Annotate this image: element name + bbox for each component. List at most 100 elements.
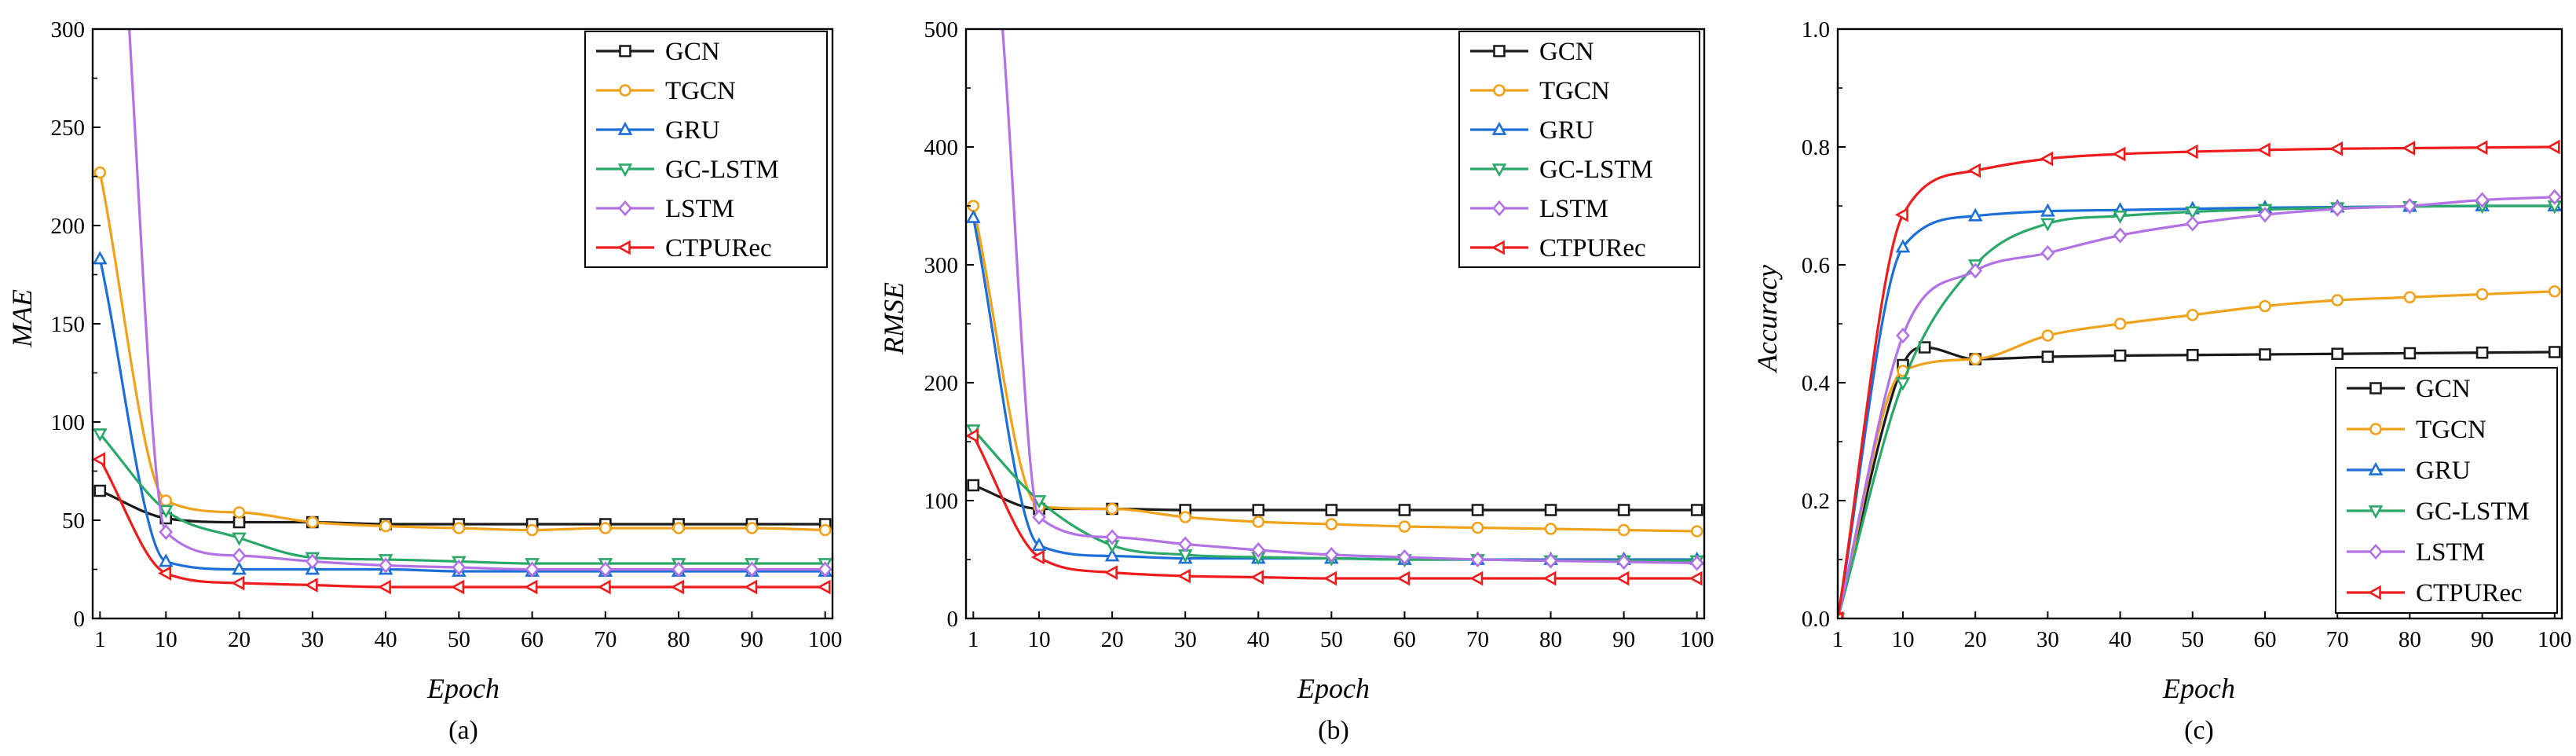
legend-marker-gru [617,121,633,135]
point-ctpurec [2040,151,2054,167]
point-tgcn [2259,299,2271,313]
point-gc-lstm [232,532,247,546]
point-tgcn [2186,308,2199,321]
legend-label-tgcn: TGCN [2416,416,2486,444]
point-tgcn [1969,353,1981,365]
point-ctpurec [744,579,758,595]
y-tick-label: 0 [74,607,86,632]
legend-box [1458,31,1700,268]
point-tgcn [1106,502,1118,516]
legend-label-gc-lstm: GC-LSTM [1539,156,1653,184]
x-tick-label: 100 [808,627,843,652]
point-gcn [2041,350,2055,363]
point-lstm [598,561,613,578]
point-tgcn [2548,284,2561,298]
xlabel-c: Epoch [2162,673,2235,704]
panel-c: 1 10 20 30 40 50 60 70 80 90 100 0.0 0.2 0.4 0.6 0.8 1.0… [1751,17,2572,745]
legend-label-gru: GRU [2416,457,2471,485]
point-ctpurec [304,578,318,593]
x-tick-label: 70 [2326,627,2349,652]
point-tgcn [2331,294,2344,306]
series-line-lstm [1001,29,1697,565]
panel-a: 1 10 20 30 40 50 60 70 80 90 100 0 50 100 150 200 250 300… [6,17,843,745]
legend-label-ctpurec: CTPURec [1539,234,1646,262]
point-lstm [1543,552,1558,569]
point-gru [1104,548,1120,562]
y-tick-label: 200 [924,371,959,396]
legend-marker-lstm [2369,543,2383,560]
x-tick-label: 40 [2109,627,2131,652]
y-tick-label: 150 [51,312,86,337]
x-tick-label: 20 [228,627,251,652]
legend-marker-gcn [619,45,631,57]
point-gru [1895,239,1911,253]
point-lstm [818,561,832,578]
x-tick-label: 30 [1174,627,1197,652]
x-tick-label: 20 [1964,627,1987,652]
point-ctpurec [1689,571,1703,586]
point-gcn [2113,349,2127,362]
caption-b: (b) [1318,716,1349,745]
y-tick-label: 1.0 [1802,17,1830,42]
y-tick-label: 400 [924,135,959,160]
point-tgcn [232,506,246,519]
point-gcn [93,484,107,497]
point-lstm [232,547,247,564]
legend-label-gru: GRU [665,116,720,145]
point-gru [93,251,108,265]
point-lstm [1251,541,1266,559]
y-tick-label: 0 [947,607,959,632]
point-gcn [1690,504,1703,516]
point-gc-lstm [1895,377,1911,391]
point-tgcn [599,522,612,534]
point-gcn [2186,348,2199,361]
point-gcn [1617,504,1630,516]
caption-a: (a) [448,716,478,745]
point-lstm [1689,555,1704,571]
y-tick-label: 200 [51,214,86,239]
x-tick-label: 100 [1680,627,1714,652]
point-ctpurec [1615,571,1630,586]
panel-b: 1 10 20 30 40 50 60 70 80 90 100 0 100 200 300 400 500 GC… [878,17,1714,745]
x-tick-label: 60 [2253,627,2276,652]
point-gcn [1325,504,1338,516]
y-tick-label: 0.8 [1802,135,1830,160]
point-lstm [1032,508,1046,526]
point-tgcn [1179,511,1192,523]
point-lstm [525,561,540,578]
point-lstm [1105,529,1120,545]
series-line-gc-lstm [99,432,825,565]
legend-box [2335,367,2558,614]
ylabel-c: Accuracy [1751,265,1783,373]
legend-label-tgcn: TGCN [665,77,736,105]
legend-marker-lstm [618,200,632,217]
point-ctpurec [1250,570,1264,585]
point-gcn [2259,348,2271,361]
legend-label-lstm: LSTM [665,195,734,223]
x-tick-label: 80 [1539,627,1562,652]
point-tgcn [1398,520,1411,533]
legend-label-gc-lstm: GC-LSTM [665,156,779,184]
y-tick-label: 0.4 [1802,371,1831,396]
point-lstm [2113,227,2128,244]
legend-marker-lstm [1492,200,1506,217]
point-ctpurec [2474,140,2488,156]
x-tick-label: 100 [2538,627,2572,652]
point-gcn [1252,504,1265,516]
point-ctpurec [2256,142,2270,158]
point-tgcn [2041,329,2055,342]
legend-label-gcn: GCN [665,38,720,66]
point-lstm [2258,207,2272,223]
legend-label-ctpurec: CTPURec [2416,579,2523,607]
point-lstm [1178,536,1193,552]
legend-label-gru: GRU [1539,116,1594,145]
point-ctpurec [817,579,831,595]
point-ctpurec [1894,207,1908,222]
point-gc-lstm [2040,218,2055,232]
point-gc-lstm [158,505,174,519]
point-lstm [2475,192,2490,208]
x-tick-label: 90 [1612,627,1635,652]
point-gru [1967,207,1983,222]
x-tick-label: 60 [521,627,543,652]
